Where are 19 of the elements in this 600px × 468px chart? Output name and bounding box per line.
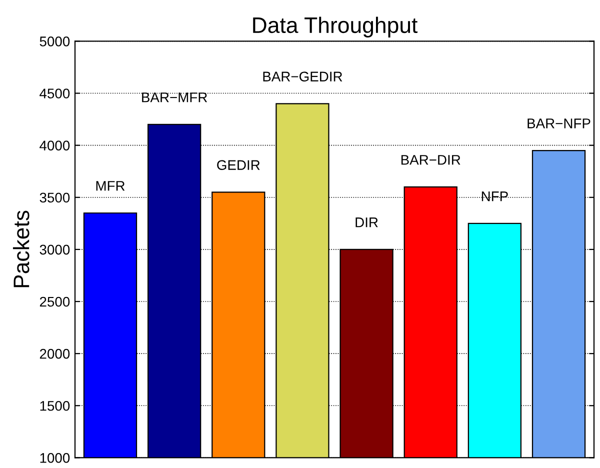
y-tick-label: 1500 [40, 400, 70, 411]
y-tick-label: 4500 [40, 88, 70, 98]
x-tick-label: BAR−NFP [528, 118, 590, 128]
y-tick-label: 2500 [40, 296, 70, 307]
x-tick-label: NFP [482, 192, 508, 202]
y-tick-label: 3000 [40, 244, 70, 255]
chart-title: Data Throughput [253, 16, 418, 38]
y-tick-label: 1000 [40, 453, 70, 463]
y-axis-title: Packets [12, 210, 30, 288]
y-tick-label: 2000 [40, 348, 70, 359]
x-tick-label: GEDIR [217, 160, 260, 170]
y-tick-label: 5000 [40, 36, 70, 46]
x-tick-label: BAR−DIR [401, 155, 460, 165]
x-tick-label: BAR−MFR [142, 92, 208, 102]
x-tick-label: BAR−GEDIR [263, 72, 342, 82]
x-tick-label: DIR [356, 218, 378, 228]
x-tick-label: MFR [96, 181, 125, 191]
y-tick-label: 4000 [40, 140, 70, 150]
y-tick-label: 3500 [40, 192, 70, 203]
